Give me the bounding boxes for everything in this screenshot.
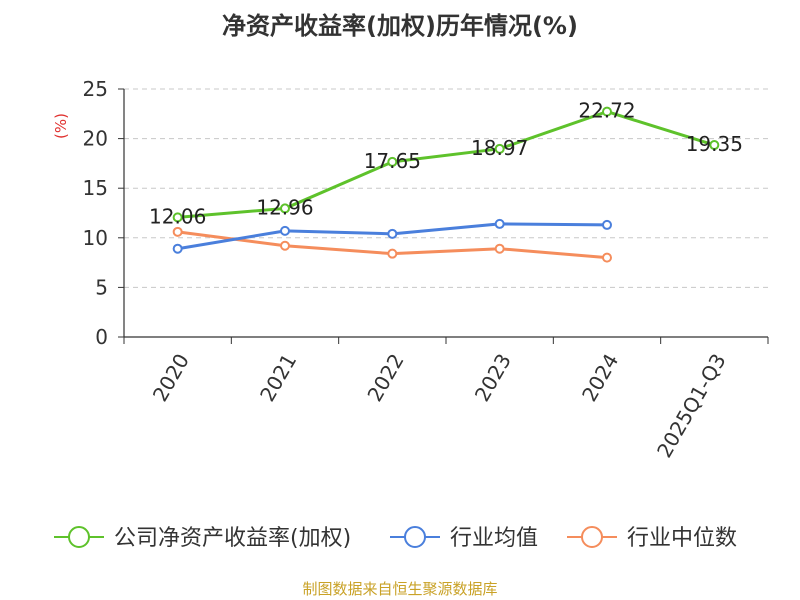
data-point — [280, 203, 290, 214]
y-tick-label: 15 — [83, 176, 108, 200]
data-label: 19.35 — [686, 132, 743, 156]
legend-marker-icon — [68, 526, 90, 548]
legend-label: 行业均值 — [450, 526, 538, 551]
data-label: 22.72 — [578, 99, 635, 123]
grid-lines — [124, 88, 768, 288]
data-point — [387, 228, 398, 239]
x-tick-label: 2020 — [148, 350, 194, 406]
data-point — [494, 243, 505, 254]
data-point — [280, 240, 290, 251]
data-label: 12.96 — [256, 195, 313, 219]
data-point — [602, 106, 612, 117]
y-tick-label: 0 — [95, 325, 108, 349]
legend: 公司净资产收益率(加权) 行业均值 行业中位数 — [54, 526, 737, 551]
data-point — [387, 156, 398, 167]
series-line — [177, 110, 715, 219]
chart-title: 净资产收益率(加权)历年情况(%) — [222, 12, 578, 40]
legend-marker-icon — [404, 526, 426, 548]
legend-label: 行业中位数 — [627, 526, 737, 551]
series-lines — [172, 106, 720, 263]
y-axis-title: (%) — [52, 113, 70, 139]
data-point — [172, 226, 183, 237]
data-label: 12.06 — [149, 204, 206, 228]
data-point — [709, 140, 720, 151]
data-point — [172, 243, 183, 254]
data-point — [494, 218, 505, 229]
x-tick-label: 2023 — [470, 350, 516, 406]
data-point — [387, 248, 398, 259]
data-point — [280, 225, 290, 236]
axes: 0 5 10 15 20 25 (%) 2020 2021 2022 2023 2024 2025Q1-… — [52, 77, 769, 462]
y-tick-label: 10 — [83, 226, 108, 250]
y-tick-label: 20 — [83, 127, 108, 151]
data-labels: 12.06 12.96 17.65 18.97 22.72 19.35 — [149, 99, 743, 229]
data-point — [602, 252, 612, 263]
x-tick-label: 2024 — [577, 350, 623, 406]
data-point — [494, 143, 505, 154]
data-label: 17.65 — [364, 149, 421, 173]
data-label: 18.97 — [471, 136, 528, 160]
x-tick-label: 2025Q1-Q3 — [652, 350, 731, 462]
y-tick-label: 5 — [95, 275, 108, 299]
source-footer: 制图数据来自恒生聚源数据库 — [302, 580, 498, 598]
data-point — [602, 219, 612, 230]
y-tick-label: 25 — [83, 77, 108, 101]
data-point — [172, 212, 183, 223]
x-tick-label: 2022 — [362, 350, 408, 406]
legend-label: 公司净资产收益率(加权) — [114, 526, 351, 551]
x-tick-label: 2021 — [255, 350, 301, 406]
legend-marker-icon — [581, 526, 603, 548]
